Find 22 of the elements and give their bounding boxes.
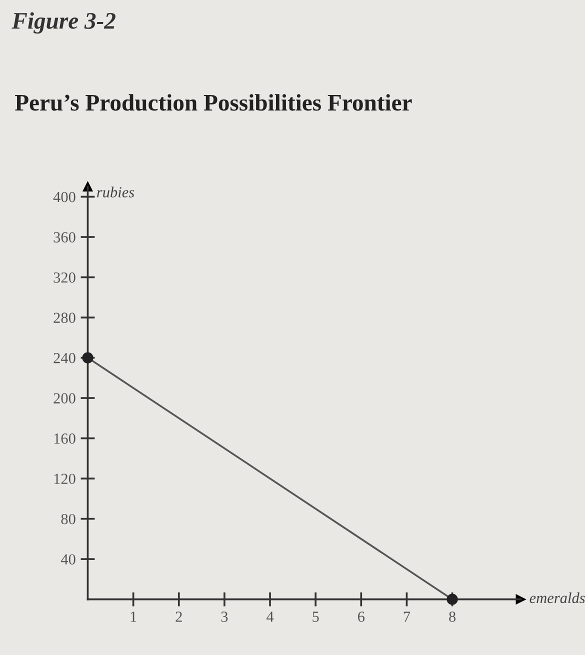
y-tick-label: 240 <box>54 352 76 364</box>
y-tick-label: 120 <box>54 474 76 484</box>
y-tick-label: 200 <box>54 393 76 404</box>
x-tick-label: 2 <box>176 612 182 622</box>
x-tick-label: 1 <box>130 612 136 622</box>
y-tick-label: 80 <box>61 514 76 524</box>
x-axis-title: emeralds <box>530 592 585 604</box>
x-tick-label: 7 <box>404 612 410 622</box>
y-tick-label: 320 <box>54 272 76 283</box>
y-tick-label: 400 <box>53 192 76 202</box>
y-tick-label: 40 <box>60 554 76 565</box>
x-tick-label: 4 <box>266 612 274 622</box>
chart-title: Peru’s Production Possibilities Frontier <box>15 94 412 111</box>
y-tick-label: 280 <box>54 312 76 323</box>
x-tick-label: 6 <box>358 612 365 622</box>
y-tick-label: 160 <box>54 433 76 444</box>
x-tick-label: 3 <box>221 612 228 622</box>
x-tick-label: 8 <box>449 612 456 622</box>
x-tick-label: 5 <box>312 612 319 622</box>
caption: Figure 3-2 <box>12 12 116 34</box>
y-axis-title: rubies <box>97 186 134 198</box>
y-tick-label: 360 <box>54 232 76 242</box>
